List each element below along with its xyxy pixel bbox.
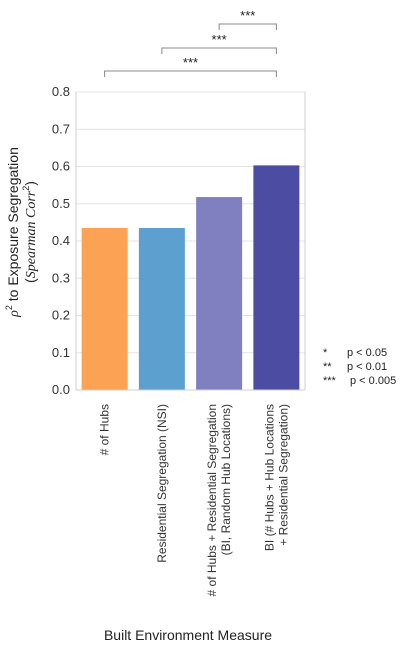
- ylabel-open: (: [22, 278, 38, 283]
- x-tick-label: # of Hubs: [98, 404, 112, 455]
- legend-stars: **: [323, 361, 332, 373]
- svg-text:(Spearman Corr2): (Spearman Corr2): [21, 181, 39, 283]
- x-axis-label: Built Environment Measure: [104, 627, 272, 643]
- bar: [81, 227, 128, 390]
- significance-bracket: [161, 47, 277, 54]
- y-tick-label: 0.2: [52, 308, 70, 323]
- bars-layer: [81, 165, 300, 390]
- y-tick-label: 0.3: [52, 270, 70, 285]
- x-tick-label: BI (# Hubs + Hub Locations: [262, 404, 276, 551]
- legend-label: p < 0.005: [350, 375, 396, 387]
- x-tick-label: # of Hubs + Residential Segregation: [205, 404, 219, 596]
- x-tick-label: (BI, Random Hub Locations): [219, 404, 233, 555]
- bar: [138, 227, 185, 390]
- category-labels: # of Hubs Residential Segregation (NSI) # …: [98, 404, 291, 596]
- ylabel-rho: ρ: [7, 310, 22, 318]
- significance-stars: ***: [240, 8, 255, 23]
- significance-stars: ***: [183, 55, 198, 70]
- ylabel-close: ): [22, 181, 38, 186]
- bar: [196, 197, 243, 390]
- legend-label: p < 0.01: [347, 361, 387, 373]
- significance-bracket: [218, 23, 277, 30]
- legend-stars: ***: [323, 375, 337, 387]
- significance-brackets: *** *** ***: [104, 8, 277, 77]
- y-tick-label: 0.6: [52, 159, 70, 174]
- y-tick-label: 0.1: [52, 345, 70, 360]
- significance-stars: ***: [212, 32, 227, 47]
- ylabel-line1: to Exposure Segregation: [5, 147, 21, 301]
- x-tick-label: + Residential Segregation): [276, 404, 290, 546]
- axes-layer: 0.0 0.1 0.2 0.3 0.4 0.5 0.6 0.7 0.8: [52, 84, 306, 397]
- bar: [253, 165, 300, 390]
- svg-text:ρ2 to Exposure Segregation: ρ2 to Exposure Segregation: [4, 147, 22, 318]
- significance-legend: * p < 0.05 ** p < 0.01 *** p < 0.005: [323, 347, 396, 387]
- ylabel-sup: 2: [4, 305, 14, 310]
- x-tick-label: Residential Segregation (NSI): [155, 404, 169, 563]
- y-tick-label: 0.0: [52, 382, 70, 397]
- y-tick-label: 0.7: [52, 121, 70, 136]
- ylabel-italic: Spearman Corr: [24, 190, 39, 278]
- legend-label: p < 0.05: [347, 347, 387, 359]
- y-tick-label: 0.4: [52, 233, 70, 248]
- y-tick-label: 0.5: [52, 196, 70, 211]
- ylabel-sup-2: 2: [21, 186, 31, 191]
- y-tick-label: 0.8: [52, 84, 70, 99]
- y-axis-label: ρ2 to Exposure Segregation (Spearman Cor…: [4, 147, 39, 318]
- significance-bracket: [104, 70, 277, 77]
- legend-stars: *: [323, 347, 328, 359]
